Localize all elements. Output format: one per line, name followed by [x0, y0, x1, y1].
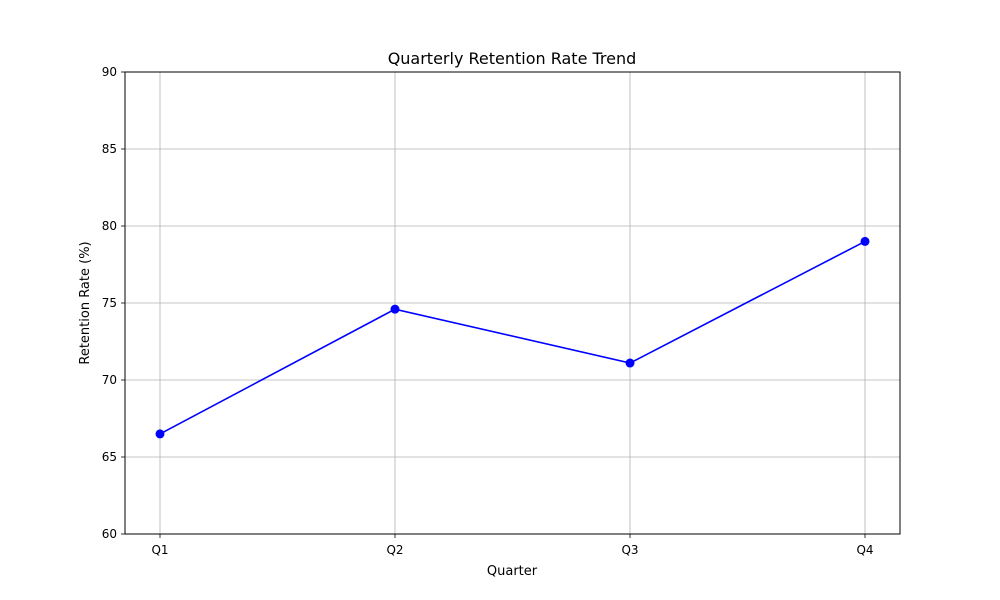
y-axis-label: Retention Rate (%) [78, 241, 93, 364]
y-tick-label: 80 [102, 219, 117, 233]
y-tick-label: 65 [102, 450, 117, 464]
x-axis-label: Quarter [487, 564, 538, 579]
marker-layer [155, 236, 870, 439]
x-tick-label: Q4 [856, 543, 873, 557]
grid [125, 71, 900, 535]
y-tick-label: 60 [102, 527, 117, 541]
data-point [860, 236, 870, 246]
x-tick-label: Q1 [151, 543, 168, 557]
ticks: Q1 Q2 Q3 Q4 60 65 70 75 80 85 90 [102, 65, 874, 557]
y-tick-label: 90 [102, 65, 117, 79]
series-line [159, 240, 866, 435]
y-tick-label: 70 [102, 373, 117, 387]
y-tick-label: 75 [102, 296, 117, 310]
data-point [625, 358, 635, 368]
x-tick-label: Q3 [621, 543, 638, 557]
series-line-layer [159, 240, 866, 435]
data-point [155, 429, 165, 439]
chart-title: Quarterly Retention Rate Trend [388, 49, 637, 68]
y-tick-label: 85 [102, 142, 117, 156]
x-tick-label: Q2 [386, 543, 403, 557]
data-point [390, 304, 400, 314]
